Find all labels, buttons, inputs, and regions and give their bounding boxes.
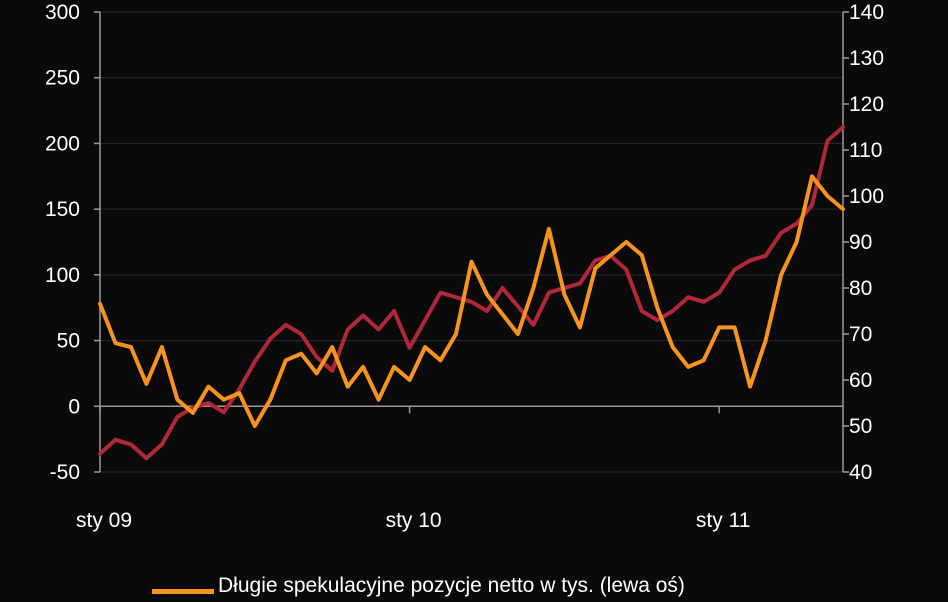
- right-tick-label: 50: [849, 415, 872, 438]
- axes: [94, 11, 849, 473]
- x-tick-label: sty 11: [696, 509, 750, 532]
- right-tick-label: 70: [849, 323, 872, 346]
- right-tick-label: 130: [849, 47, 884, 70]
- right-tick-label: 60: [849, 369, 872, 392]
- legend-swatch: [152, 589, 214, 594]
- x-tick-label: sty 09: [76, 509, 132, 532]
- right-tick-label: 80: [849, 277, 872, 300]
- left-tick-label: 200: [45, 132, 80, 155]
- x-tick-label: sty 10: [386, 509, 442, 532]
- left-tick-label: 150: [45, 198, 80, 221]
- left-tick-label: 50: [57, 330, 80, 353]
- left-tick-label: -50: [50, 461, 80, 484]
- right-tick-label: 90: [849, 231, 872, 254]
- right-tick-label: 100: [849, 185, 884, 208]
- series: [98, 125, 845, 461]
- right-tick-label: 140: [849, 1, 884, 24]
- series-line-right-axis: [98, 125, 845, 461]
- left-tick-label: 250: [45, 67, 80, 90]
- left-tick-label: 300: [45, 1, 80, 24]
- left-tick-label: 0: [68, 395, 80, 418]
- right-tick-label: 110: [849, 139, 882, 162]
- tick-labels: -50 0 50 100 150 200 250 300 40 50 60 70 80 90 100 110 1…: [45, 1, 884, 532]
- series-line-left-axis: [98, 174, 845, 428]
- legend-label: Długie spekulacyjne pozycje netto w tys.…: [218, 574, 685, 597]
- left-tick-label: 100: [45, 264, 80, 287]
- right-tick-label: 40: [849, 461, 872, 484]
- right-tick-label: 120: [849, 93, 884, 116]
